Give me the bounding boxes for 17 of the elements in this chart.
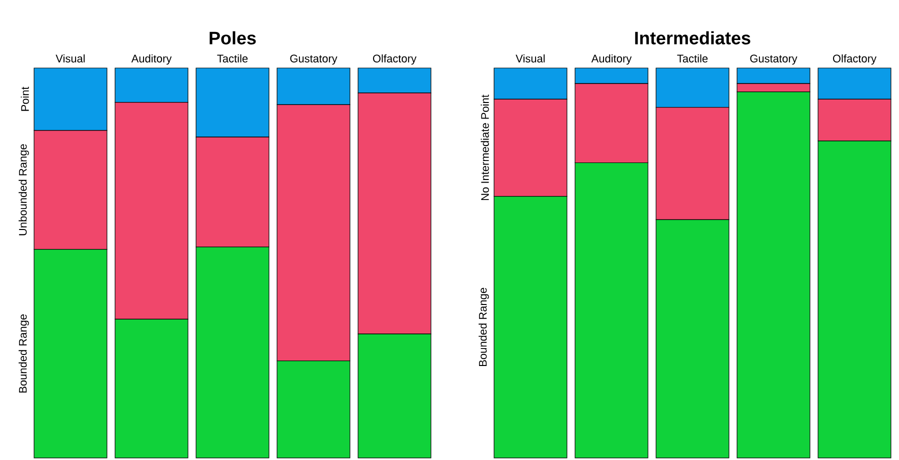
text: Point xyxy=(20,86,29,111)
chart-title: Intermediates xyxy=(635,31,750,44)
x-tick-label: Visual xyxy=(56,54,85,62)
x-tick-label: Auditory xyxy=(591,54,632,65)
chart-title: Poles xyxy=(210,31,256,44)
x-tick-label: Auditory xyxy=(131,54,172,65)
x-tick-label: Olfactory xyxy=(833,54,876,65)
x-tick-label: Gustatory xyxy=(750,54,798,65)
text: Bounded Range xyxy=(478,288,489,366)
x-tick-label: Gustatory xyxy=(290,54,338,65)
text: Unbounded Range xyxy=(18,144,29,236)
x-tick-label: Tactile xyxy=(677,54,708,62)
text: No Intermediate Point xyxy=(480,94,489,200)
x-tick-label: Tactile xyxy=(217,54,248,62)
x-tick-label: Visual xyxy=(516,54,545,62)
text: Bounded Range xyxy=(18,314,29,393)
x-tick-label: Olfactory xyxy=(373,54,416,65)
